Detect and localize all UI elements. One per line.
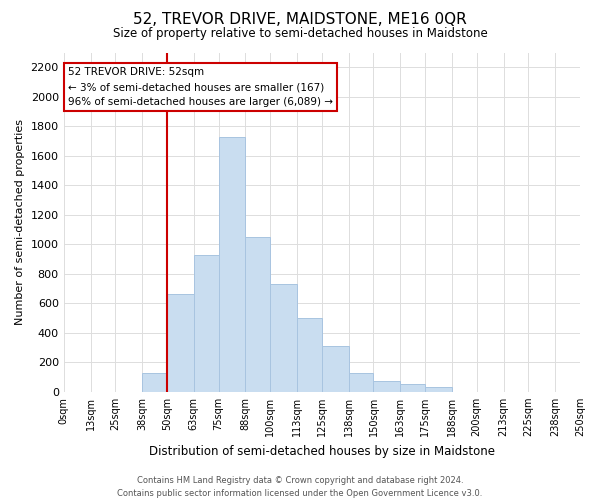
Bar xyxy=(349,374,373,392)
X-axis label: Distribution of semi-detached houses by size in Maidstone: Distribution of semi-detached houses by … xyxy=(149,444,495,458)
Bar xyxy=(218,138,245,392)
Y-axis label: Number of semi-detached properties: Number of semi-detached properties xyxy=(15,119,25,325)
Bar xyxy=(194,256,218,392)
Text: Contains HM Land Registry data © Crown copyright and database right 2024.
Contai: Contains HM Land Registry data © Crown c… xyxy=(118,476,482,498)
Bar xyxy=(373,382,400,392)
Text: 52 TREVOR DRIVE: 52sqm
← 3% of semi-detached houses are smaller (167)
96% of sem: 52 TREVOR DRIVE: 52sqm ← 3% of semi-deta… xyxy=(68,68,333,107)
Bar xyxy=(425,388,452,392)
Bar xyxy=(270,284,297,392)
Bar xyxy=(167,294,194,392)
Text: 52, TREVOR DRIVE, MAIDSTONE, ME16 0QR: 52, TREVOR DRIVE, MAIDSTONE, ME16 0QR xyxy=(133,12,467,28)
Bar xyxy=(245,237,270,392)
Bar xyxy=(400,384,425,392)
Bar xyxy=(322,346,349,392)
Bar xyxy=(297,318,322,392)
Bar xyxy=(142,374,167,392)
Text: Size of property relative to semi-detached houses in Maidstone: Size of property relative to semi-detach… xyxy=(113,28,487,40)
